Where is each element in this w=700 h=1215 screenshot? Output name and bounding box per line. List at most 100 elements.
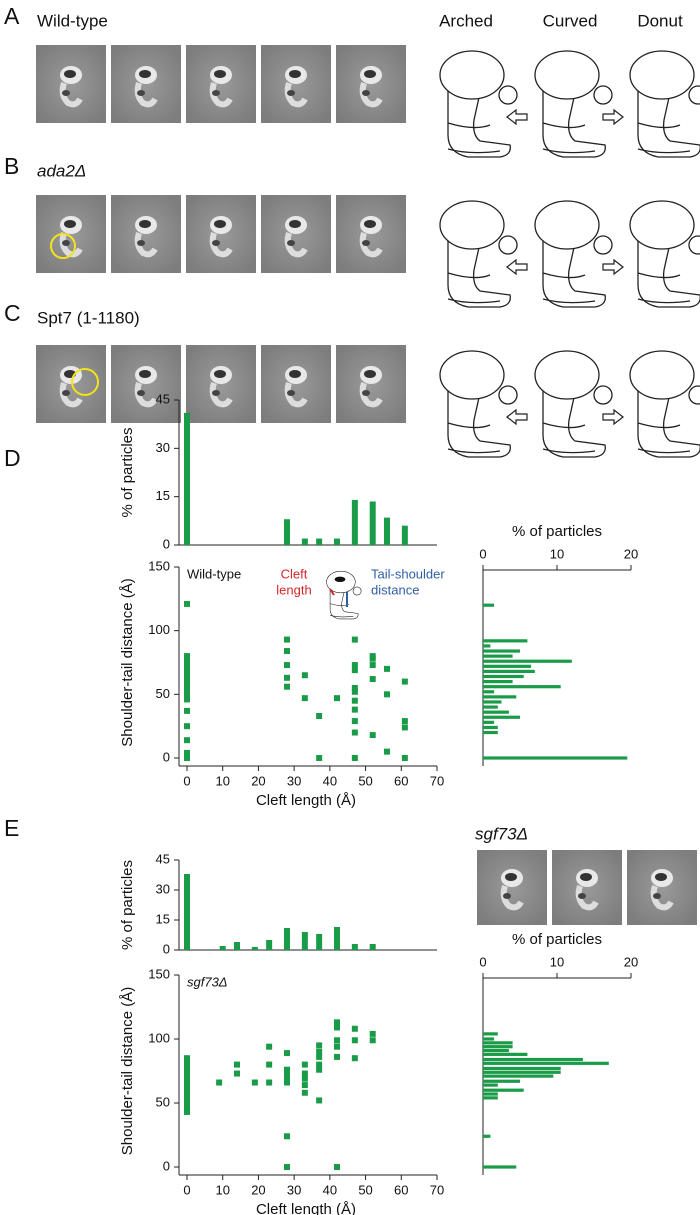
x-tick-label: 10 xyxy=(215,773,229,788)
point xyxy=(184,749,190,756)
cartoon xyxy=(629,50,700,158)
point xyxy=(284,636,290,643)
point xyxy=(184,673,190,680)
bar xyxy=(483,705,498,709)
point xyxy=(251,1079,258,1086)
point xyxy=(369,662,376,669)
point xyxy=(316,1061,323,1068)
bar xyxy=(483,690,495,694)
point xyxy=(184,1101,190,1108)
point xyxy=(284,1133,290,1140)
point xyxy=(184,1097,190,1104)
point xyxy=(184,755,190,761)
point xyxy=(351,1025,358,1032)
point xyxy=(184,1089,190,1096)
bar xyxy=(483,1052,528,1056)
x-tick-label: 50 xyxy=(358,1182,372,1197)
point xyxy=(184,662,190,669)
panel-label: B xyxy=(4,153,19,179)
panel-label: D xyxy=(4,445,21,471)
y-tick-label: 30 xyxy=(156,440,170,455)
point xyxy=(351,1055,358,1062)
bar xyxy=(351,499,358,545)
point xyxy=(301,1070,308,1077)
point xyxy=(334,1037,340,1044)
cartoon xyxy=(439,50,518,158)
bar xyxy=(483,1048,509,1053)
x-tick-label: 60 xyxy=(394,773,408,788)
panel-title: Wild-type xyxy=(37,11,108,30)
point xyxy=(184,1074,190,1081)
static-layout xyxy=(36,45,700,925)
point xyxy=(184,681,190,688)
state-label: Donut xyxy=(637,11,683,30)
x-axis-label: Cleft length (Å) xyxy=(256,1201,356,1215)
tail-label: distance xyxy=(371,582,419,597)
state-label: Arched xyxy=(439,11,493,30)
point xyxy=(384,665,390,672)
point xyxy=(184,677,190,684)
arrow xyxy=(506,259,528,275)
point xyxy=(301,695,308,702)
bar xyxy=(483,674,524,679)
point xyxy=(216,1079,223,1086)
bar xyxy=(483,685,561,689)
panel-label: A xyxy=(4,3,20,29)
point xyxy=(184,600,190,607)
arrow xyxy=(602,409,624,425)
point xyxy=(369,655,376,662)
point xyxy=(184,1078,190,1085)
point xyxy=(184,1066,190,1073)
cartoon xyxy=(534,50,613,158)
state-label: Curved xyxy=(543,11,598,30)
x-tick-label: 40 xyxy=(323,773,337,788)
y-tick-label: 45 xyxy=(156,391,170,406)
bar xyxy=(483,720,495,724)
y-tick-label: 100 xyxy=(148,1030,170,1045)
bar xyxy=(483,654,513,658)
bar xyxy=(483,1088,524,1092)
x-tick-label: 20 xyxy=(251,1182,265,1197)
panel-title: ada2Δ xyxy=(37,161,86,180)
bar xyxy=(483,1074,554,1078)
inset-dot xyxy=(334,576,346,582)
point xyxy=(369,1030,376,1037)
bar xyxy=(483,1079,520,1083)
point xyxy=(184,688,190,695)
point xyxy=(184,1059,190,1066)
point xyxy=(351,697,358,704)
bar xyxy=(483,1045,513,1049)
cartoon xyxy=(439,350,518,458)
point xyxy=(316,1048,323,1055)
arrow xyxy=(506,409,528,425)
arrow xyxy=(602,259,624,275)
arrow xyxy=(602,109,624,125)
bar xyxy=(284,928,290,950)
x-tick-label: 0 xyxy=(183,1182,190,1197)
point xyxy=(234,1061,240,1068)
chart-title: % of particles xyxy=(512,523,602,540)
bar xyxy=(301,932,308,950)
x-tick-label: 20 xyxy=(251,773,265,788)
cartoon xyxy=(629,350,700,458)
point xyxy=(184,653,190,660)
y-tick-label: 0 xyxy=(163,536,170,551)
bar xyxy=(316,934,323,950)
point xyxy=(284,1075,290,1082)
point xyxy=(184,658,190,665)
bar xyxy=(184,412,190,545)
y-tick-label: 150 xyxy=(148,966,170,981)
point xyxy=(401,755,408,761)
inset-cartoon xyxy=(326,570,362,620)
panel-title: Spt7 (1-1180) xyxy=(37,308,140,327)
point xyxy=(334,1164,340,1170)
bar xyxy=(483,1083,498,1087)
point xyxy=(351,718,358,725)
point xyxy=(284,674,290,681)
x-tick-label: 0 xyxy=(479,954,486,969)
y-tick-label: 0 xyxy=(163,941,170,956)
y-axis-label: % of particles xyxy=(119,427,136,517)
point xyxy=(351,688,358,695)
point xyxy=(284,1164,290,1170)
